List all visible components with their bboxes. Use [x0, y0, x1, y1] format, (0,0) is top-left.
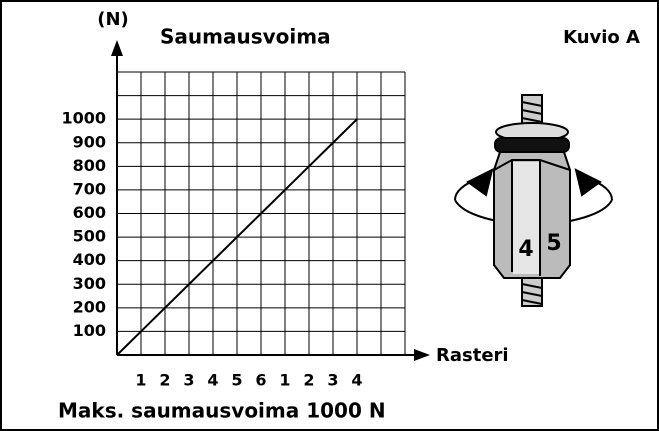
y-tick-label: 100: [73, 321, 106, 340]
dark-band: [495, 138, 569, 152]
x-tick-label: 4: [351, 371, 362, 390]
y-axis-label: (N): [97, 9, 129, 30]
y-tick-label: 700: [73, 179, 106, 198]
x-tick-label: 6: [255, 371, 266, 390]
x-tick-label: 5: [231, 371, 242, 390]
figure: Saumausvoima Kuvio A (N) Rasteri Maks. s…: [0, 0, 659, 431]
corner-label: Kuvio A: [563, 27, 640, 48]
x-tick-label: 4: [207, 371, 218, 390]
footer: Maks. saumausvoima 1000 N: [58, 399, 386, 423]
chart-title: Saumausvoima: [160, 25, 331, 49]
y-tick-label: 900: [73, 132, 106, 151]
x-tick-label: 1: [279, 371, 290, 390]
x-tick-label: 1: [135, 371, 146, 390]
y-tick-label: 1000: [61, 109, 106, 128]
y-tick-label: 200: [73, 297, 106, 316]
x-axis-label: Rasteri: [436, 345, 509, 366]
face-digit: 5: [546, 231, 561, 256]
y-tick-label: 500: [73, 227, 106, 246]
y-tick-label: 600: [73, 203, 106, 222]
x-tick-label: 2: [303, 371, 314, 390]
x-tick-label: 3: [183, 371, 194, 390]
face-digit: 4: [518, 237, 533, 262]
y-tick-label: 300: [73, 274, 106, 293]
y-tick-label: 800: [73, 156, 106, 175]
x-tick-label: 3: [327, 371, 338, 390]
y-tick-label: 400: [73, 250, 106, 269]
x-tick-label: 2: [159, 371, 170, 390]
